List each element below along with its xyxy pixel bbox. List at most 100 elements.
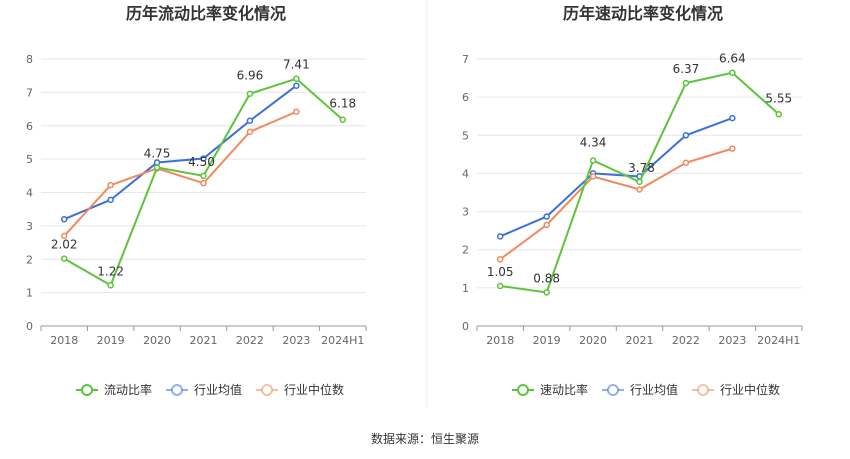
y-tick-label-6: 6 <box>26 120 33 133</box>
y-tick-label-5: 5 <box>26 153 33 166</box>
legend-marker-icon <box>697 384 709 396</box>
x-tick-label-2020: 2020 <box>579 334 607 347</box>
y-tick-label-2: 2 <box>462 244 469 257</box>
data-label-2024h1: 5.55 <box>765 91 792 105</box>
y-tick-label-8: 8 <box>26 53 33 66</box>
industry-mean-series-point-2019[interactable] <box>107 196 114 204</box>
x-tick-label-2022: 2022 <box>672 334 700 347</box>
legend-label: 行业均值 <box>194 382 242 397</box>
y-tick-label-3: 3 <box>462 206 469 219</box>
x-tick-label-2023: 2023 <box>282 334 310 347</box>
y-tick-label-7: 7 <box>26 86 33 99</box>
data-label-2023: 6.64 <box>719 52 746 66</box>
industry-mean-series-point-2018[interactable] <box>60 215 68 223</box>
legend-label: 行业均值 <box>630 382 678 397</box>
x-tick-label-2018: 2018 <box>50 334 78 347</box>
chart-title: 历年流动比率变化情况 <box>126 4 286 23</box>
y-tick-label-4: 4 <box>462 167 469 180</box>
industry-median-series <box>496 145 736 263</box>
legend-marker-icon <box>607 384 619 396</box>
industry-median-series-point-2023[interactable] <box>729 145 736 152</box>
legend-item-industry-median-series[interactable]: 行业中位数 <box>692 382 780 397</box>
industry-mean-series-point-2022[interactable] <box>682 132 690 139</box>
x-tick-label-2022: 2022 <box>236 334 264 347</box>
main-series-point-2020[interactable] <box>589 157 597 164</box>
y-tick-label-4: 4 <box>26 187 33 200</box>
legend-item-industry-median-series[interactable]: 行业中位数 <box>256 382 344 397</box>
y-tick-label-0: 0 <box>462 320 469 333</box>
y-tick-label-2: 2 <box>26 253 33 266</box>
industry-mean-series-line <box>499 117 733 238</box>
legend-item-industry-mean-series[interactable]: 行业均值 <box>166 382 242 397</box>
main-series-point-2020[interactable] <box>153 164 161 171</box>
industry-mean-series-line <box>63 84 297 221</box>
y-tick-label-5: 5 <box>462 129 469 142</box>
data-label-2023: 7.41 <box>283 58 310 72</box>
industry-median-series-point-2022[interactable] <box>246 128 254 136</box>
industry-median-series <box>60 108 300 240</box>
industry-median-series-point-2018[interactable] <box>60 232 68 240</box>
quick-ratio-chart: 历年速动比率变化情况 0 1 2 3 4 5 6 7 2018 2019 2020 2021 2022 20… <box>462 4 803 397</box>
industry-mean-series <box>496 114 736 240</box>
industry-median-series-line <box>499 147 733 261</box>
industry-median-series-point-2023[interactable] <box>293 108 300 115</box>
main-series-point-2022[interactable] <box>682 79 690 87</box>
y-tick-label-1: 1 <box>462 282 469 295</box>
industry-median-series-point-2021[interactable] <box>636 186 643 193</box>
legend-item-industry-mean-series[interactable]: 行业均值 <box>602 382 678 397</box>
main-series <box>60 75 347 289</box>
industry-mean-series-point-2020[interactable] <box>153 159 161 166</box>
y-tick-label-7: 7 <box>462 53 469 66</box>
main-series-point-2018[interactable] <box>60 255 68 262</box>
industry-mean-series-point-2022[interactable] <box>246 117 254 124</box>
main-series-point-2024h1[interactable] <box>775 111 783 118</box>
main-series-point-2022[interactable] <box>246 90 254 97</box>
industry-median-series-point-2020[interactable] <box>589 173 597 180</box>
main-series-point-2023[interactable] <box>729 69 736 76</box>
source-note: 数据来源：恒生聚源 <box>371 431 479 446</box>
data-label-2021: 4.50 <box>188 155 215 169</box>
industry-mean-series-point-2023[interactable] <box>293 82 300 89</box>
x-tick-label-2023: 2023 <box>718 334 746 347</box>
legend-item-main-series[interactable]: 流动比率 <box>76 382 152 397</box>
main-series-point-2019[interactable] <box>107 282 114 289</box>
y-tick-label-3: 3 <box>26 220 33 233</box>
industry-mean-series-point-2019[interactable] <box>543 213 550 220</box>
main-series-point-2018[interactable] <box>496 282 504 290</box>
y-tick-label-0: 0 <box>26 320 33 333</box>
x-tick-label-2018: 2018 <box>486 334 514 347</box>
industry-median-series-point-2019[interactable] <box>543 221 550 229</box>
legend-label: 速动比率 <box>540 382 588 397</box>
main-series-point-2023[interactable] <box>293 75 300 82</box>
industry-mean-series-point-2021[interactable] <box>200 155 207 162</box>
x-tick-label-2021: 2021 <box>626 334 654 347</box>
data-label-2018: 2.02 <box>51 238 78 252</box>
industry-median-series-point-2022[interactable] <box>682 159 690 166</box>
industry-median-series-point-2019[interactable] <box>107 181 114 189</box>
current-ratio-chart: 历年流动比率变化情况 0 1 2 3 4 5 6 7 8 2018 2019 2020 2021 2022 2… <box>26 4 367 397</box>
main-series-point-2021[interactable] <box>200 172 207 180</box>
x-tick-label-2021: 2021 <box>190 334 218 347</box>
legend-marker-icon <box>171 384 183 396</box>
industry-median-series-point-2018[interactable] <box>496 256 504 263</box>
industry-mean-series-point-2018[interactable] <box>496 233 504 240</box>
legend-marker-icon <box>261 384 273 396</box>
data-label-2020: 4.75 <box>144 146 171 160</box>
data-label-2020: 4.34 <box>580 135 607 149</box>
industry-mean-series-point-2023[interactable] <box>729 114 736 122</box>
data-label-2022: 6.96 <box>237 69 264 83</box>
main-series-point-2019[interactable] <box>543 289 550 296</box>
x-tick-label-2024h1: 2024H1 <box>321 334 364 347</box>
legend-label: 行业中位数 <box>720 382 780 397</box>
legend-item-main-series[interactable]: 速动比率 <box>512 382 588 397</box>
x-tick-label-2019: 2019 <box>97 334 125 347</box>
x-tick-label-2019: 2019 <box>533 334 561 347</box>
main-series-point-2021[interactable] <box>636 178 643 186</box>
legend-marker-icon <box>81 384 93 396</box>
main-series-point-2024h1[interactable] <box>339 116 347 123</box>
y-tick-label-1: 1 <box>26 287 33 300</box>
industry-median-series-point-2021[interactable] <box>200 179 207 187</box>
x-tick-label-2024h1: 2024H1 <box>757 334 800 347</box>
industry-mean-series <box>60 82 300 223</box>
